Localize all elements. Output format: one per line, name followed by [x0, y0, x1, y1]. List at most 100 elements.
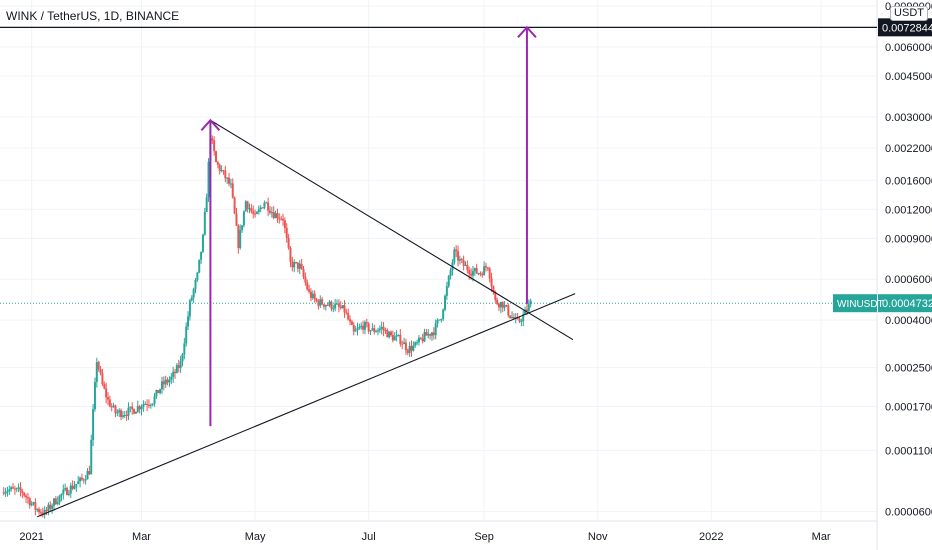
y-tick-label: 0.0000600 [885, 507, 932, 519]
candle-body [211, 138, 214, 141]
candle-body [10, 487, 13, 490]
candle-body [235, 213, 238, 226]
candle-body [390, 331, 393, 336]
y-tick-label: 0.0001100 [885, 445, 932, 457]
candle-body [226, 177, 229, 179]
candle-body [12, 487, 15, 489]
candle-body [414, 342, 417, 346]
candle-body [36, 509, 39, 511]
candle-body [129, 406, 132, 408]
target-arrow-head[interactable] [517, 25, 537, 39]
candle-body [328, 301, 331, 306]
candle-body [136, 406, 139, 412]
candle-body [84, 479, 87, 481]
candle-body [73, 486, 76, 489]
candle-body [326, 305, 329, 307]
candle-body [146, 403, 149, 405]
candle-body [13, 488, 16, 490]
descending-resistance-trendline[interactable] [210, 119, 574, 341]
candle-body [71, 485, 74, 489]
candle-body [464, 264, 467, 266]
candle-body [140, 407, 143, 410]
candle-body [337, 303, 340, 307]
y-tick-label: 0.0006000 [885, 274, 932, 286]
candle-body [408, 345, 411, 353]
candle-body [507, 305, 510, 316]
candle-body [25, 495, 28, 498]
y-tick-label: 0.0060000 [885, 42, 932, 54]
candle-body [457, 251, 460, 261]
candle-body [511, 317, 514, 319]
drawings[interactable] [0, 25, 877, 518]
candle-body [99, 369, 102, 374]
candle-body [332, 308, 335, 310]
chart-title: WINK / TetherUS, 1D, BINANCE [6, 9, 180, 23]
candle-body [244, 201, 247, 212]
x-tick-label: Jul [362, 531, 376, 543]
candle-body [371, 328, 374, 331]
candle-body [95, 362, 98, 383]
candle-body [406, 350, 409, 353]
candle-body [120, 410, 123, 417]
candle-body [205, 197, 208, 212]
candle-body [404, 342, 407, 351]
candle-body [127, 407, 130, 416]
candle-body [97, 362, 100, 370]
candle-body [151, 403, 154, 405]
candle-body [110, 406, 113, 408]
ascending-support-trendline[interactable] [37, 293, 576, 518]
candle-body [112, 405, 115, 407]
candle-body [142, 404, 145, 408]
candle-body [149, 404, 152, 406]
candle-body [252, 211, 255, 214]
candle-body [216, 162, 219, 165]
x-tick-label: May [245, 531, 266, 543]
candle-body [64, 488, 67, 490]
price-axis[interactable]: 0.00900000.00600000.00450000.00300000.00… [885, 1, 932, 519]
candle-body [62, 489, 65, 495]
candle-body [336, 303, 339, 305]
candle-body [410, 345, 413, 351]
candle-body [224, 170, 227, 179]
candle-body [28, 498, 31, 506]
candle-body [369, 330, 372, 332]
time-axis[interactable]: 2021 Mar May Jul Sep Nov 2022 Mar [19, 531, 831, 543]
candle-body [194, 279, 197, 290]
candle-body [172, 371, 175, 377]
candle-body [250, 208, 253, 212]
candle-body [278, 218, 281, 220]
candle-body [214, 151, 217, 163]
candle-body [222, 170, 225, 172]
candle-body [47, 504, 50, 511]
currency-label[interactable]: USDT [890, 6, 928, 21]
candle-body [282, 218, 285, 221]
x-tick-label: 2021 [19, 531, 43, 543]
candle-body [315, 298, 318, 302]
candle-body [218, 164, 221, 171]
candle-body [108, 399, 111, 407]
candle-body [181, 354, 184, 362]
candle-body [300, 263, 303, 269]
candle-body [373, 328, 376, 332]
candle-body [272, 212, 275, 219]
candle-body [378, 328, 381, 331]
candle-body [175, 365, 178, 373]
candle-body [174, 371, 177, 373]
candle-body [442, 309, 445, 319]
candle-body [166, 379, 169, 383]
candle-body [190, 297, 193, 301]
candle-body [311, 293, 314, 298]
candle-body [283, 220, 286, 228]
candle-body [248, 208, 251, 210]
candle-body [518, 318, 521, 322]
candle-body [321, 299, 324, 305]
pole-arrow-head[interactable] [200, 118, 221, 131]
symbol-text: WINUSDT [837, 299, 884, 310]
candle-body [380, 326, 383, 329]
last-price-badge [878, 294, 932, 313]
candle-body [293, 261, 296, 268]
candle-body [228, 177, 231, 184]
candle-body [475, 268, 478, 274]
